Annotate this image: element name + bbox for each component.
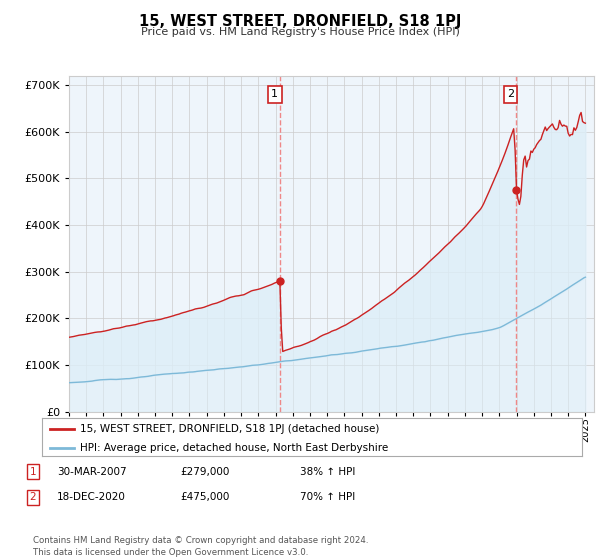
Text: 1: 1 (29, 466, 37, 477)
Text: HPI: Average price, detached house, North East Derbyshire: HPI: Average price, detached house, Nort… (80, 443, 388, 453)
Text: Contains HM Land Registry data © Crown copyright and database right 2024.
This d: Contains HM Land Registry data © Crown c… (33, 536, 368, 557)
Text: 1: 1 (271, 89, 278, 99)
Text: 15, WEST STREET, DRONFIELD, S18 1PJ (detached house): 15, WEST STREET, DRONFIELD, S18 1PJ (det… (80, 424, 379, 434)
Text: £279,000: £279,000 (180, 466, 229, 477)
Text: £475,000: £475,000 (180, 492, 229, 502)
Text: 18-DEC-2020: 18-DEC-2020 (57, 492, 126, 502)
Text: 2: 2 (507, 89, 514, 99)
Text: 30-MAR-2007: 30-MAR-2007 (57, 466, 127, 477)
Text: 38% ↑ HPI: 38% ↑ HPI (300, 466, 355, 477)
Text: 70% ↑ HPI: 70% ↑ HPI (300, 492, 355, 502)
Text: Price paid vs. HM Land Registry's House Price Index (HPI): Price paid vs. HM Land Registry's House … (140, 27, 460, 37)
Text: 2: 2 (29, 492, 37, 502)
Text: 15, WEST STREET, DRONFIELD, S18 1PJ: 15, WEST STREET, DRONFIELD, S18 1PJ (139, 14, 461, 29)
